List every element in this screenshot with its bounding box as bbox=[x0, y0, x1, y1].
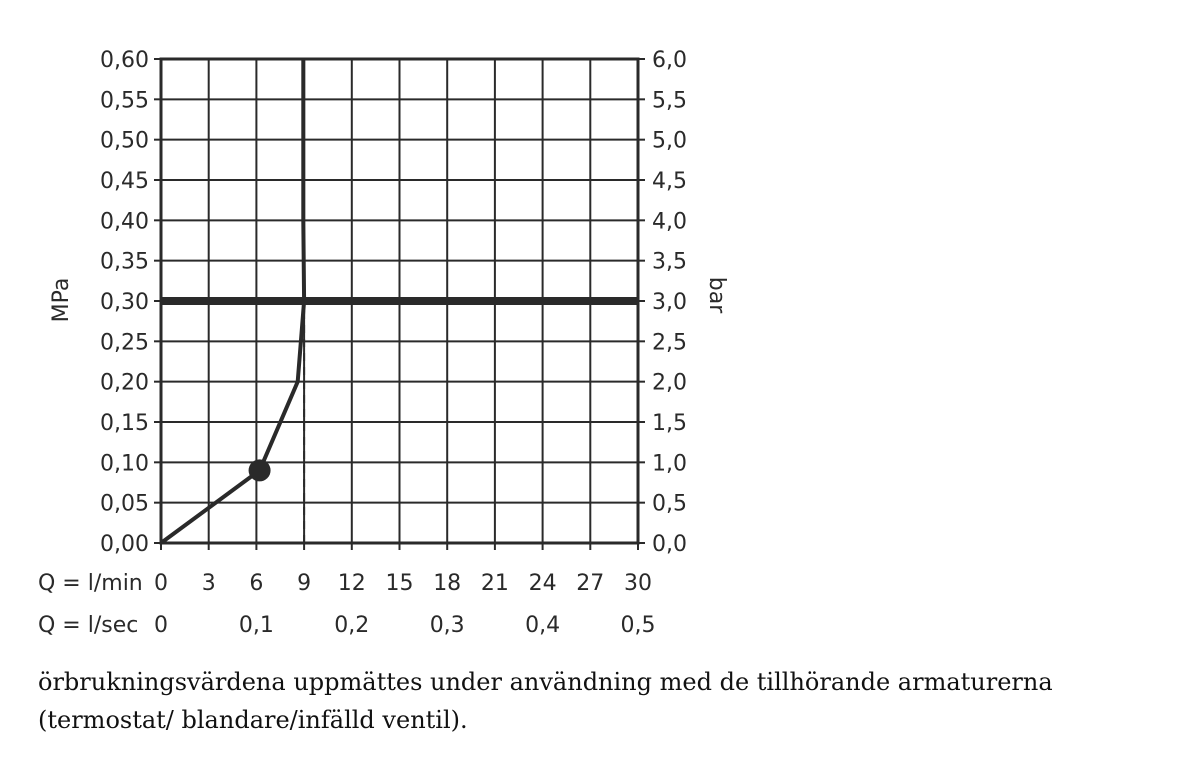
x-tick-label: 12 bbox=[338, 571, 366, 596]
y-right-tick-label: 2,0 bbox=[652, 371, 687, 396]
y-left-tick-label: 0,05 bbox=[100, 492, 149, 517]
data-point-marker bbox=[248, 459, 271, 482]
y-left-tick-label: 0,45 bbox=[100, 169, 149, 194]
y-right-tick-label: 5,5 bbox=[652, 88, 687, 113]
y-left-tick-label: 0,60 bbox=[100, 48, 149, 73]
y-right-axis-title: bar bbox=[704, 277, 729, 314]
y-right-tick-label: 4,0 bbox=[652, 209, 687, 234]
x-tick-label: 0,5 bbox=[621, 613, 656, 638]
y-right-tick-label: 3,0 bbox=[652, 290, 687, 315]
x-tick-label: 3 bbox=[202, 571, 216, 596]
y-left-axis-title: MPa bbox=[49, 278, 74, 323]
x-tick-label: 0,4 bbox=[525, 613, 560, 638]
y-right-tick-label: 6,0 bbox=[652, 48, 687, 73]
marker-layer bbox=[248, 459, 271, 482]
y-left-tick-label: 0,25 bbox=[100, 330, 149, 355]
y-left-tick-labels: 0,00 0,05 0,10 0,15 0,20 0,25 0,30 0,35 0,40 0,45… bbox=[100, 48, 149, 557]
x-row-label: Q = l/sec bbox=[38, 613, 138, 638]
y-left-tick-label: 0,15 bbox=[100, 411, 149, 436]
y-left-tick-label: 0,00 bbox=[100, 532, 149, 557]
x-tick-label: 0 bbox=[154, 571, 168, 596]
x-tick-label: 0,2 bbox=[334, 613, 369, 638]
x-tick-label: 18 bbox=[433, 571, 461, 596]
y-right-tick-label: 0,5 bbox=[652, 492, 687, 517]
x-row-label: Q = l/min bbox=[38, 571, 143, 596]
y-left-tick-label: 0,40 bbox=[100, 209, 149, 234]
x-tick-label: 27 bbox=[576, 571, 604, 596]
y-left-tick-label: 0,30 bbox=[100, 290, 149, 315]
y-left-tick-label: 0,35 bbox=[100, 250, 149, 275]
x-tick-label: 0,1 bbox=[239, 613, 274, 638]
pressure-flow-chart: 0,000,050,100,150,200,250,300,350,400,45… bbox=[38, 48, 729, 638]
x-tick-label: 21 bbox=[481, 571, 509, 596]
x-tick-label: 24 bbox=[529, 571, 557, 596]
series-layer bbox=[159, 59, 307, 545]
y-left-tick-label: 0,20 bbox=[100, 371, 149, 396]
x-tick-label: 9 bbox=[297, 571, 311, 596]
y-right-tick-label: 1,5 bbox=[652, 411, 687, 436]
y-right-tick-labels: 0,0 0,5 1,0 1,5 2,0 2,5 3,0 3,5 4,0 4,5 5,0 5,5 6,0 bbox=[652, 48, 687, 557]
y-left-tick-label: 0,10 bbox=[100, 451, 149, 476]
x-tick-label: 0 bbox=[154, 613, 168, 638]
x-tick-label: 0,3 bbox=[430, 613, 465, 638]
x-tick-labels: Q = l/min 0 3 6 9 12 15 18 21 24 27 30 Q = l/sec 0 0,1… bbox=[38, 571, 656, 638]
y-right-tick-label: 1,0 bbox=[652, 451, 687, 476]
y-left-tick-label: 0,55 bbox=[100, 88, 149, 113]
y-right-tick-label: 3,5 bbox=[652, 250, 687, 275]
x-tick-label: 30 bbox=[624, 571, 652, 596]
y-right-tick-label: 2,5 bbox=[652, 330, 687, 355]
series-line bbox=[159, 59, 307, 545]
x-tick-label: 15 bbox=[386, 571, 414, 596]
x-tick-label: 6 bbox=[249, 571, 263, 596]
y-right-tick-label: 0,0 bbox=[652, 532, 687, 557]
y-right-tick-label: 5,0 bbox=[652, 129, 687, 154]
y-right-tick-label: 4,5 bbox=[652, 169, 687, 194]
caption-text: örbrukningsvärdena uppmättes under använ… bbox=[38, 668, 1053, 734]
y-left-tick-label: 0,50 bbox=[100, 129, 149, 154]
